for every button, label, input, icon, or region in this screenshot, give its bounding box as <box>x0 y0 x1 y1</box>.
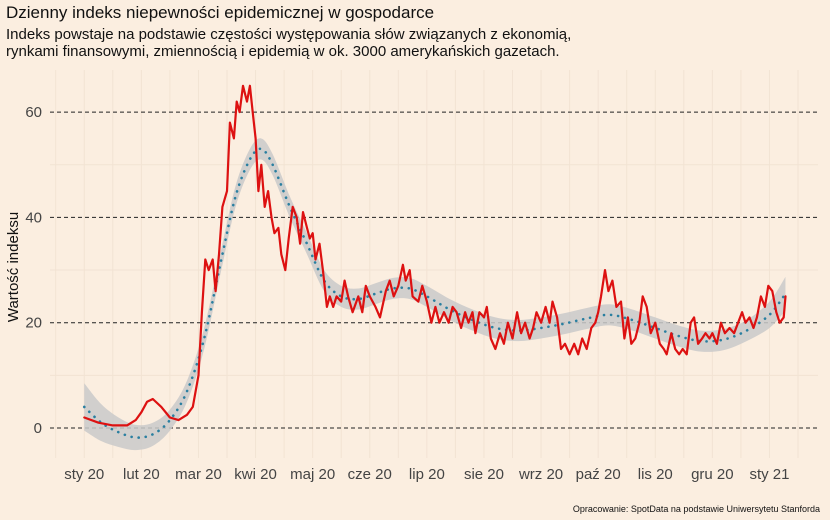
axes: 0 20 40 60 sty 20 lut 20 mar 20 kwi 20 maj 20 cze… <box>5 104 789 483</box>
source-note: Opracowanie: SpotData na podstawie Uniwe… <box>572 504 820 514</box>
y-tick-label: 40 <box>25 209 42 226</box>
x-tick-label: cze 20 <box>348 466 392 483</box>
x-tick-label: mar 20 <box>175 466 222 483</box>
y-axis-title: Wartość indeksu <box>5 212 22 322</box>
chart-title: Dzienny indeks niepewności epidemicznej … <box>6 3 435 22</box>
confidence-band-layer <box>84 138 786 451</box>
x-tick-label: lis 20 <box>638 466 673 483</box>
y-tick-label: 0 <box>34 420 42 437</box>
grid <box>50 70 818 458</box>
subtitle-line-2: rynkami finansowymi, zmiennością i epide… <box>6 43 560 60</box>
y-tick-label: 60 <box>25 104 42 121</box>
x-tick-label: kwi 20 <box>234 466 277 483</box>
x-tick-label: gru 20 <box>691 466 734 483</box>
y-tick-label: 20 <box>25 315 42 332</box>
index-line-layer <box>83 84 787 427</box>
index-line <box>83 84 787 427</box>
x-tick-label: sty 21 <box>749 466 789 483</box>
x-tick-label: lut 20 <box>123 466 160 483</box>
confidence-band <box>84 138 786 451</box>
x-tick-label: wrz 20 <box>518 466 563 483</box>
x-tick-label: lip 20 <box>409 466 445 483</box>
x-tick-label: maj 20 <box>290 466 335 483</box>
subtitle-line-1: Indeks powstaje na podstawie częstości w… <box>6 26 572 43</box>
x-tick-label: paź 20 <box>576 466 621 483</box>
chart-subtitle: Indeks powstaje na podstawie częstości w… <box>6 26 806 60</box>
x-tick-label: sty 20 <box>64 466 104 483</box>
x-tick-label: sie 20 <box>464 466 504 483</box>
